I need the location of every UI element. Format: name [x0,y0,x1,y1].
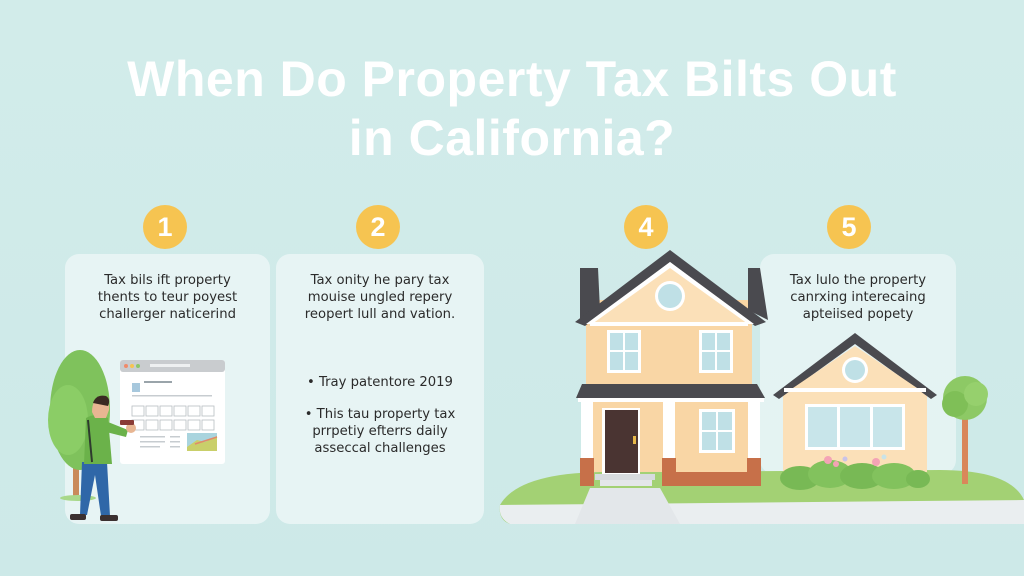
tree-icon [942,376,988,484]
bullet-line: • This tau property tax [304,407,456,422]
step-2-line: reopert lull and vation. [304,307,456,322]
person-reading-document-icon [70,395,136,521]
browser-document-icon [120,360,225,464]
step-card-2: Tax onity he pary tax mouise ungled repe… [276,254,484,524]
bullet-line: prrpetiy efterrs daily [312,424,448,439]
step-1-line: Tax bils ift property [104,273,231,288]
step-2-line: Tax onity he pary tax [310,273,450,288]
step-2-text: Tax onity he pary tax mouise ungled repe… [276,272,484,323]
step-badge-1: 1 [143,205,187,249]
cottage-house-icon [773,333,937,490]
step-5-line: canrxing interecaing [790,290,926,305]
step-1-line: challerger naticerind [99,307,236,322]
step-5-text: Tax lulo the property canrxing interecai… [760,272,956,323]
step-1-text: Tax bils ift property thents to teur poy… [65,272,270,323]
step-1-line: thents to teur poyest [97,290,238,305]
step-2-bullet-1: • Tray patentore 2019 [276,374,484,391]
bullet-line: asseccal challenges [314,441,446,456]
two-story-house-icon [575,250,768,486]
step-5-line: apteiised popety [802,307,914,322]
step-2-line: mouise ungled repery [307,290,453,305]
step-badge-2: 2 [356,205,400,249]
step-badge-5: 5 [827,205,871,249]
step-5-line: Tax lulo the property [789,273,927,288]
lawn [499,470,1024,524]
step-badge-4: 4 [624,205,668,249]
page-title-line-2: in California? [348,110,676,166]
page-title-line-1: When Do Property Tax Bilts Out [127,51,897,107]
bullet-line: • Tray patentore 2019 [307,375,453,390]
step-2-bullet-2: • This tau property tax prrpetiy efterrs… [276,406,484,457]
